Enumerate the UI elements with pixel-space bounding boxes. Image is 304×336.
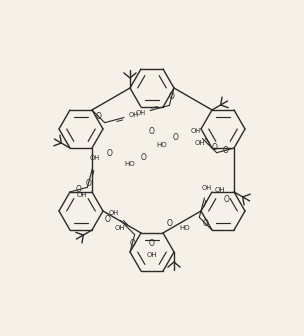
Text: O: O xyxy=(76,185,81,194)
Text: O: O xyxy=(130,239,135,248)
Text: O: O xyxy=(149,239,155,248)
Text: OH: OH xyxy=(202,185,212,191)
Text: O: O xyxy=(141,153,147,162)
Text: HO: HO xyxy=(157,142,167,148)
Text: OH: OH xyxy=(129,112,139,118)
Text: O: O xyxy=(223,146,228,155)
Text: O: O xyxy=(95,112,101,121)
Text: O: O xyxy=(86,179,92,188)
Text: O: O xyxy=(105,215,111,224)
Text: O: O xyxy=(173,132,179,141)
Text: O: O xyxy=(203,219,209,228)
Text: O: O xyxy=(212,143,218,153)
Text: O: O xyxy=(169,92,174,101)
Text: OH: OH xyxy=(190,128,200,134)
Text: OH: OH xyxy=(135,110,145,116)
Text: OH: OH xyxy=(215,187,225,193)
Text: O: O xyxy=(149,126,155,135)
Text: O: O xyxy=(224,196,230,205)
Text: HO: HO xyxy=(125,161,135,167)
Text: OH: OH xyxy=(77,192,87,198)
Text: OH: OH xyxy=(109,210,119,216)
Text: OH: OH xyxy=(147,252,157,258)
Text: OH: OH xyxy=(90,155,100,161)
Text: OH: OH xyxy=(195,140,205,146)
Text: HO: HO xyxy=(180,225,190,231)
Text: OH: OH xyxy=(115,225,125,231)
Text: O: O xyxy=(167,218,173,227)
Text: O: O xyxy=(107,149,113,158)
